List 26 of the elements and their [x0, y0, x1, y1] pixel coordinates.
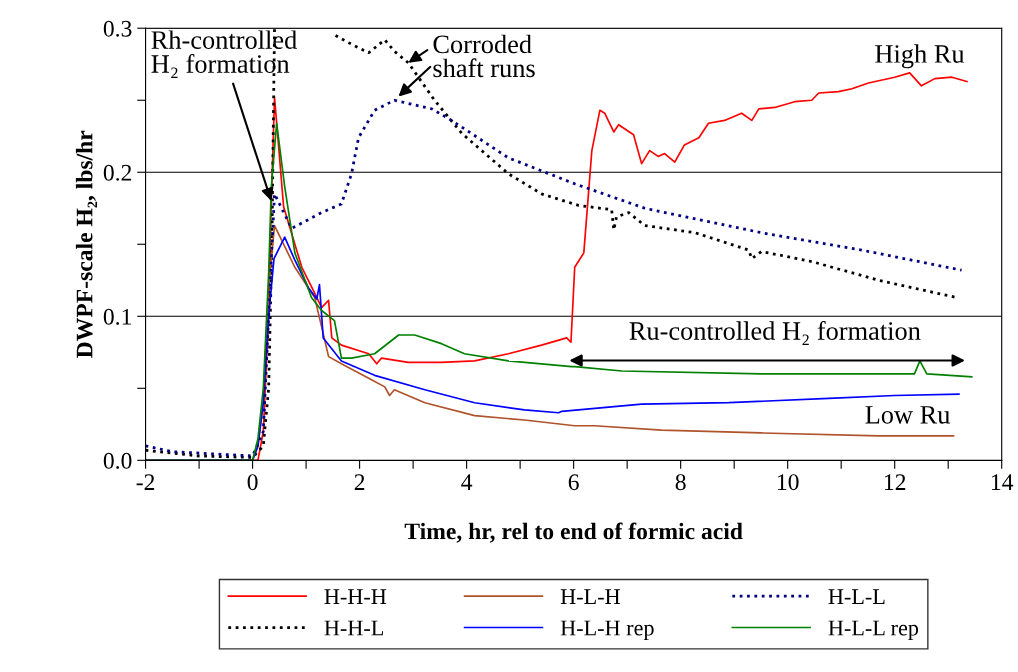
x-tick-label: 6	[568, 474, 579, 491]
annotation: Rh-controlled H₂ formation	[151, 30, 297, 79]
y-axis-title: DWPF-scale H₂, lbs/hr	[75, 130, 97, 358]
legend-label: H-L-H rep	[560, 620, 654, 641]
legend-label: H-L-L	[828, 589, 885, 604]
legend-label: H-H-H	[324, 589, 387, 604]
x-tick-label: 4	[461, 474, 473, 490]
legend-label: H-H-L	[324, 620, 384, 636]
x-axis-title: Time, hr, rel to end of formic acid	[404, 522, 743, 543]
legend-label: H-L-H	[560, 589, 620, 604]
x-tick-label: -2	[136, 474, 155, 490]
x-tick-label: 12	[884, 474, 906, 490]
x-tick-label: 0	[247, 474, 258, 491]
x-tick-label: 8	[675, 474, 686, 491]
annotation: Corroded shaft runs	[433, 34, 535, 78]
y-tick-label: 0.0	[103, 452, 132, 469]
x-tick-label: 2	[354, 474, 365, 490]
annotation: High Ru	[875, 44, 965, 69]
annotation: Low Ru	[865, 406, 950, 424]
annotation: Ru-controlled H₂ formation	[629, 321, 921, 346]
x-tick-label: 14	[991, 474, 1014, 490]
y-tick-label: 0.3	[103, 20, 132, 37]
y-tick-label: 0.1	[103, 308, 131, 325]
y-tick-label: 0.2	[103, 164, 132, 181]
x-tick-label: 10	[777, 474, 799, 491]
legend-label: H-L-L rep	[828, 620, 919, 641]
